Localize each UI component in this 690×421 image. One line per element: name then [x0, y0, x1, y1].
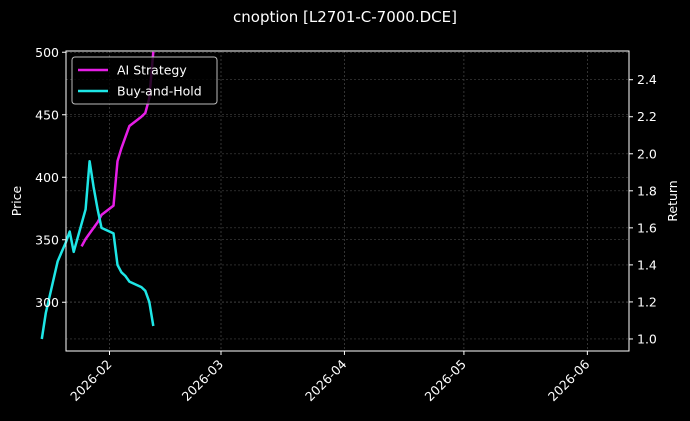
- legend-label: AI Strategy: [117, 63, 187, 78]
- x-tick-label: 2026-03: [179, 357, 227, 405]
- y-tick-label: 350: [35, 232, 59, 247]
- y2-tick-label: 2.4: [637, 72, 657, 87]
- y-tick-label: 400: [35, 170, 59, 185]
- y2-tick-label: 1.6: [637, 220, 657, 235]
- series-line-buy-and-hold: [40, 159, 155, 340]
- x-tick-label: 2026-06: [545, 356, 593, 404]
- y2-tick-label: 1.8: [637, 183, 657, 198]
- y2-tick-label: 1.4: [637, 257, 657, 272]
- legend-label: Buy-and-Hold: [117, 84, 202, 99]
- y-tick-label: 500: [35, 45, 59, 60]
- x-tick-label: 2026-02: [67, 357, 115, 405]
- y-tick-label: 450: [35, 107, 59, 122]
- legend-box: [71, 56, 218, 105]
- x-tick-label: 2026-05: [421, 357, 469, 405]
- y2-axis-label: Return: [665, 180, 680, 221]
- chart-title: cnoption [L2701-C-7000.DCE]: [233, 8, 457, 26]
- x-tick-label: 2026-04: [302, 356, 350, 404]
- y-tick-label: 300: [35, 295, 59, 310]
- plot-frame: [65, 50, 630, 352]
- y2-tick-label: 2.0: [637, 146, 657, 161]
- series-line-ai-strategy: [80, 51, 155, 247]
- y2-tick-label: 1.0: [637, 331, 657, 346]
- y2-tick-label: 2.2: [637, 109, 657, 124]
- y-axis-label: Price: [9, 185, 24, 216]
- y2-tick-label: 1.2: [637, 294, 657, 309]
